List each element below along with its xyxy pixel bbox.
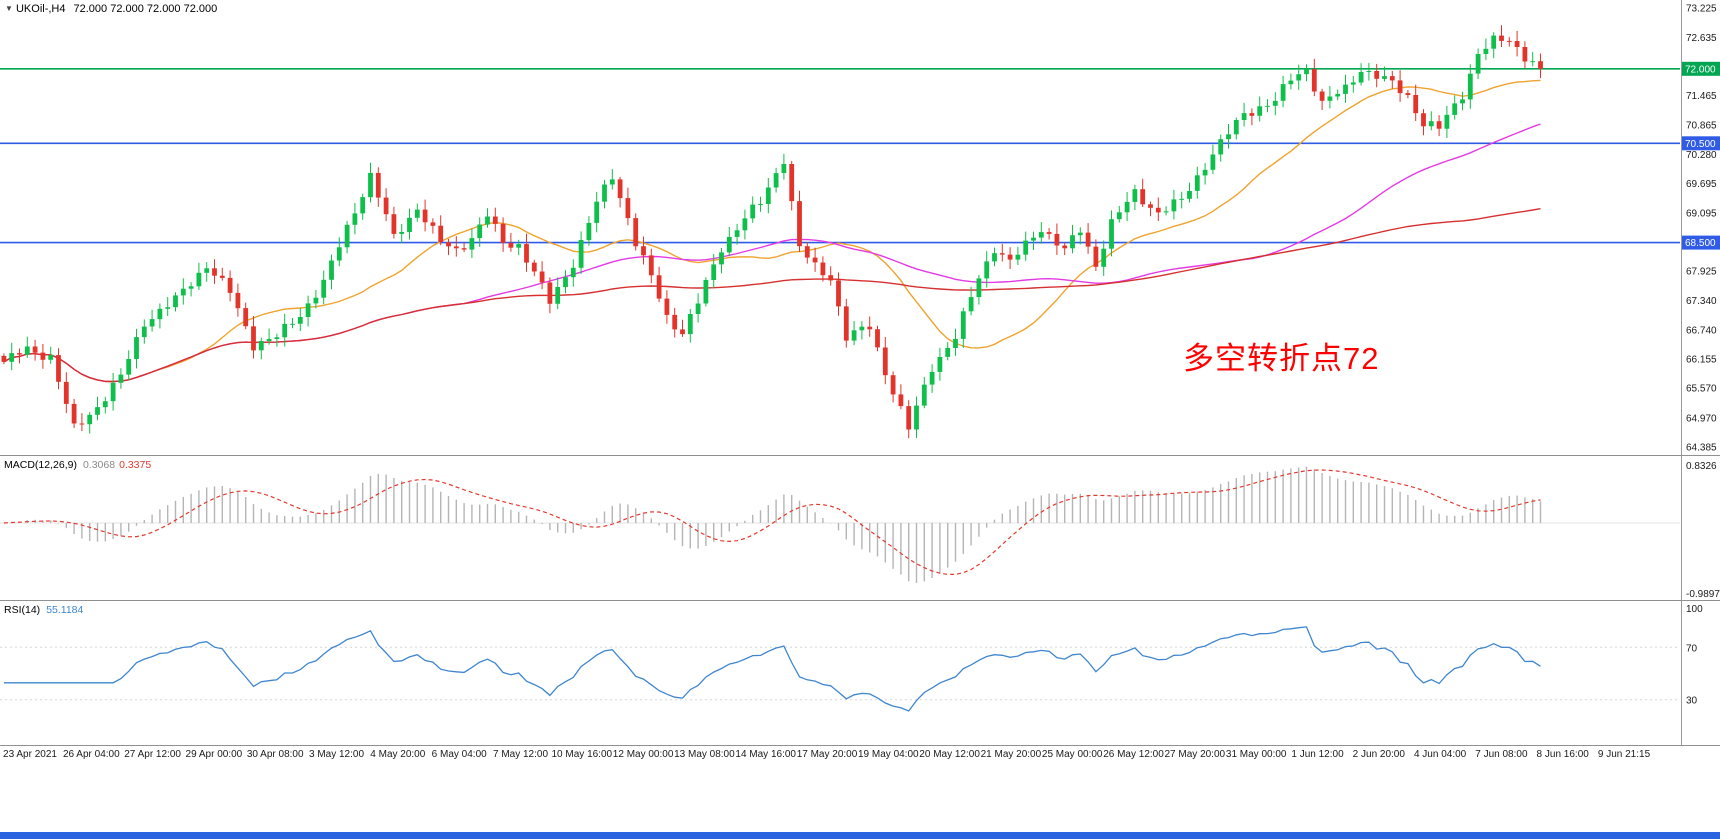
macd-main-value: 0.3068 xyxy=(82,459,116,471)
chart-annotation-text[interactable]: 多空转折点72 xyxy=(1183,341,1380,376)
svg-text:71.465: 71.465 xyxy=(1686,91,1717,102)
macd-axis-min: -0.9897 xyxy=(1686,589,1720,600)
time-axis-label: 1 Jun 12:00 xyxy=(1291,749,1344,760)
time-axis[interactable]: 23 Apr 2021 26 Apr 04:00 27 Apr 12:00 29 Ap… xyxy=(0,746,1720,766)
symbol-name: UKOil-,H4 xyxy=(15,3,66,15)
svg-text:66.740: 66.740 xyxy=(1686,326,1717,337)
rsi-axis-70: 70 xyxy=(1686,643,1698,654)
svg-text:69.095: 69.095 xyxy=(1686,209,1717,220)
time-axis-label: 2 Jun 20:00 xyxy=(1352,749,1405,760)
rsi-line xyxy=(3,626,1541,712)
svg-text:69.695: 69.695 xyxy=(1686,179,1717,190)
time-axis-label: 29 Apr 00:00 xyxy=(185,749,243,760)
svg-text:70.500: 70.500 xyxy=(1685,139,1716,150)
svg-text:73.225: 73.225 xyxy=(1686,4,1717,15)
time-axis-label: 25 May 00:00 xyxy=(1041,749,1103,760)
time-axis-label: 7 Jun 08:00 xyxy=(1475,749,1528,760)
time-axis-label: 31 May 00:00 xyxy=(1225,749,1287,760)
svg-text:72.000: 72.000 xyxy=(1685,64,1716,75)
time-axis-label: 3 May 12:00 xyxy=(308,749,365,760)
rsi-indicator-title: RSI(14) 55.1184 xyxy=(4,604,83,617)
time-axis-label: 4 May 20:00 xyxy=(370,749,426,760)
time-axis-label: 20 May 12:00 xyxy=(919,749,980,760)
time-axis-label: 6 May 04:00 xyxy=(431,749,487,760)
svg-text:64.970: 64.970 xyxy=(1686,413,1717,424)
candlesticks xyxy=(1,25,1543,439)
time-axis-label: 4 Jun 04:00 xyxy=(1413,749,1467,760)
macd-signal-line xyxy=(3,469,1541,576)
symbol-marker-icon: ▼ xyxy=(5,4,13,13)
macd-axis-max: 0.8326 xyxy=(1686,461,1717,472)
time-axis-label: 23 Apr 2021 xyxy=(3,749,57,760)
time-axis-label: 13 May 08:00 xyxy=(674,749,735,760)
macd-panel: 0.8326 -0.9897 xyxy=(0,456,1720,601)
ma-line-fast xyxy=(3,79,1541,383)
time-axis-label: 9 Jun 21:15 xyxy=(1597,749,1651,760)
rsi-panel: 100 70 30 xyxy=(0,601,1720,746)
time-axis-label: 10 May 16:00 xyxy=(551,749,613,760)
time-axis-label: 30 Apr 08:00 xyxy=(246,749,304,760)
svg-text:67.925: 67.925 xyxy=(1686,267,1717,278)
rsi-axis-100: 100 xyxy=(1686,604,1703,615)
time-axis-label: 27 May 20:00 xyxy=(1164,749,1226,760)
time-axis-label: 26 Apr 04:00 xyxy=(62,749,120,760)
time-axis-label: 7 May 12:00 xyxy=(492,749,549,760)
svg-text:70.865: 70.865 xyxy=(1686,121,1717,132)
svg-text:65.570: 65.570 xyxy=(1686,384,1717,395)
price-line-badges: 72.000 70.500 68.500 xyxy=(1682,61,1720,250)
macd-signal-value: 0.3375 xyxy=(119,459,152,471)
symbol-title: ▼ UKOil-,H4 72.000 72.000 72.000 72.000 xyxy=(5,3,217,16)
macd-label: MACD(12,26,9) xyxy=(4,459,77,471)
price-panel: 73.225 72.635 71.465 70.865 70.280 69.695 69.0… xyxy=(0,0,1720,456)
svg-text:68.500: 68.500 xyxy=(1685,238,1716,249)
taskbar-strip[interactable] xyxy=(0,832,1720,839)
macd-chart-surface[interactable] xyxy=(0,456,1680,601)
svg-text:67.340: 67.340 xyxy=(1686,296,1717,307)
time-axis-label: 14 May 16:00 xyxy=(735,749,796,760)
time-axis-label: 19 May 04:00 xyxy=(857,749,919,760)
svg-text:72.635: 72.635 xyxy=(1686,33,1717,44)
rsi-value: 55.1184 xyxy=(46,604,84,616)
rsi-axis-30: 30 xyxy=(1686,696,1698,707)
time-axis-label: 12 May 00:00 xyxy=(612,749,674,760)
time-axis-label: 26 May 12:00 xyxy=(1103,749,1164,760)
time-axis-label: 8 Jun 16:00 xyxy=(1536,749,1589,760)
time-axis-label: 21 May 20:00 xyxy=(980,749,1042,760)
symbol-ohlc-values: 72.000 72.000 72.000 72.000 xyxy=(73,3,218,15)
svg-text:66.155: 66.155 xyxy=(1686,355,1717,366)
macd-histogram xyxy=(10,466,1542,583)
time-axis-label: 27 Apr 12:00 xyxy=(124,749,181,760)
svg-text:64.385: 64.385 xyxy=(1686,443,1717,454)
price-axis-labels: 73.225 72.635 71.465 70.865 70.280 69.695 69.0… xyxy=(1686,4,1717,454)
rsi-chart-surface[interactable] xyxy=(0,601,1680,746)
macd-indicator-title: MACD(12,26,9) 0.3068 0.3375 xyxy=(4,459,151,472)
time-axis-label: 17 May 20:00 xyxy=(796,749,858,760)
svg-text:70.280: 70.280 xyxy=(1686,150,1717,161)
rsi-label: RSI(14) xyxy=(4,604,41,616)
